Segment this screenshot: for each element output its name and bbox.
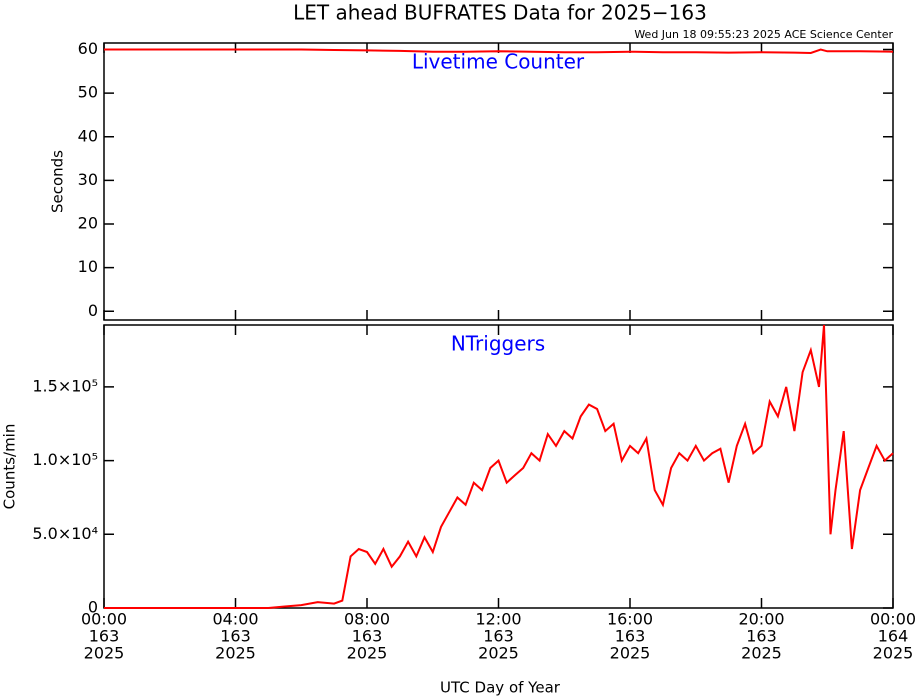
x-tick-label: 2025 <box>610 644 651 663</box>
x-tick-label: 08:00 <box>344 610 390 629</box>
y-tick-label: 10 <box>78 257 98 276</box>
y-tick-label: 40 <box>78 126 98 145</box>
x-tick-label: 163 <box>483 627 514 646</box>
x-tick-label: 163 <box>746 627 777 646</box>
x-tick-label: 163 <box>220 627 251 646</box>
y-tick-label: 30 <box>78 170 98 189</box>
y-axis-title: Counts/min <box>1 424 19 510</box>
y-tick-label: 1.5×10⁵ <box>32 376 98 395</box>
panel-label: Livetime Counter <box>412 50 585 74</box>
y-tick-label: 5.0×10⁴ <box>32 524 98 543</box>
plot-frame <box>103 42 894 321</box>
chart-title: LET ahead BUFRATES Data for 2025−163 <box>293 1 707 25</box>
x-tick-label: 2025 <box>84 644 125 663</box>
x-tick-label: 04:00 <box>212 610 258 629</box>
y-tick-label: 0 <box>88 301 98 320</box>
x-tick-label: 12:00 <box>475 610 521 629</box>
x-tick-label: 163 <box>615 627 646 646</box>
y-tick-label: 60 <box>78 39 98 58</box>
data-line <box>104 324 894 609</box>
x-tick-label: 2025 <box>478 644 519 663</box>
x-tick-label: 163 <box>352 627 383 646</box>
x-tick-label: 16:00 <box>607 610 653 629</box>
timestamp: Wed Jun 18 09:55:23 2025 ACE Science Cen… <box>634 28 893 41</box>
data-line <box>104 48 894 55</box>
x-tick-label: 2025 <box>215 644 256 663</box>
x-tick-label: 00:00 <box>870 610 916 629</box>
x-tick-label: 2025 <box>741 644 782 663</box>
y-tick-label: 0 <box>88 598 98 617</box>
y-tick-label: 50 <box>78 83 98 102</box>
y-tick-label: 1.0×10⁵ <box>32 450 98 469</box>
panel-label: NTriggers <box>451 332 545 356</box>
x-tick-label: 20:00 <box>738 610 784 629</box>
x-tick-label: 2025 <box>347 644 388 663</box>
x-tick-label: 00:00 <box>81 610 127 629</box>
x-tick-label: 163 <box>89 627 120 646</box>
y-axis-title: Seconds <box>49 150 67 213</box>
plot-frame <box>103 324 894 609</box>
x-tick-label: 164 <box>878 627 909 646</box>
x-tick-label: 2025 <box>873 644 914 663</box>
x-axis-title: UTC Day of Year <box>440 679 561 697</box>
y-tick-label: 20 <box>78 214 98 233</box>
